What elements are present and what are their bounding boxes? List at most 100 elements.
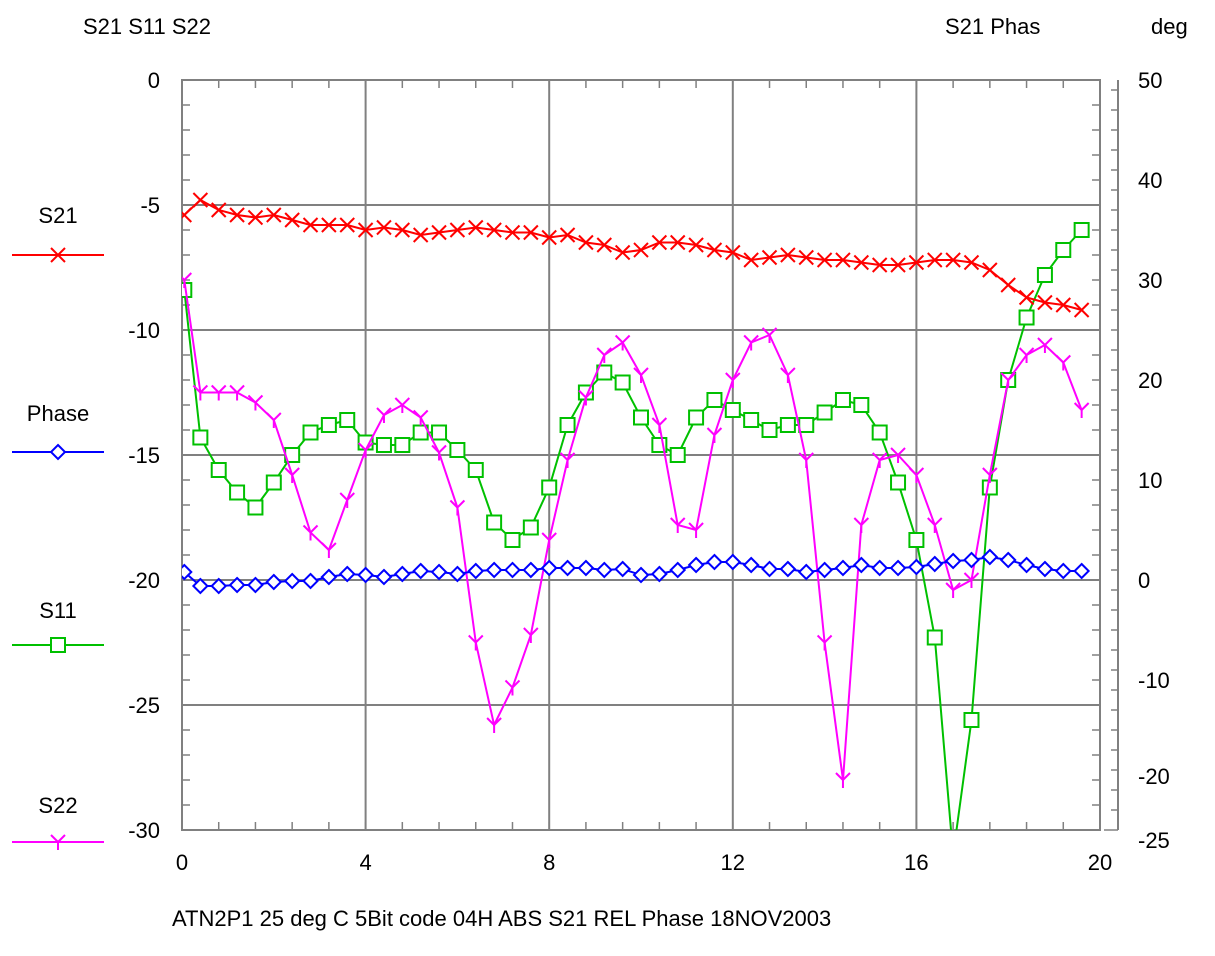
point-s21 (614, 244, 631, 261)
point-phase (577, 559, 595, 577)
left-y-tick-label: -15 (128, 443, 160, 468)
point-phase (210, 577, 228, 595)
point-phase (797, 563, 815, 581)
point-s22 (523, 627, 539, 643)
point-s21 (761, 249, 778, 266)
point-phase (816, 561, 834, 579)
left-y-tick-label: -5 (140, 193, 160, 218)
point-s11 (871, 424, 888, 441)
point-s21 (559, 227, 576, 243)
footer-caption: ATN2P1 25 deg C 5Bit code 04H ABS S21 RE… (172, 906, 832, 931)
point-phase (614, 560, 632, 578)
point-phase (302, 572, 319, 590)
point-s22 (890, 447, 906, 463)
point-s22 (853, 517, 870, 533)
point-s11 (798, 417, 815, 433)
right-axis (1104, 80, 1119, 831)
point-phase (412, 562, 430, 580)
point-s22 (266, 412, 282, 428)
point-s11 (320, 417, 337, 433)
point-s11 (853, 397, 870, 413)
point-s21 (412, 227, 429, 243)
point-s11 (706, 392, 723, 408)
point-s11 (522, 519, 539, 536)
point-phase (338, 565, 356, 583)
point-s22 (302, 524, 319, 541)
right-y-tick-label: -25 (1138, 828, 1170, 853)
point-s22 (908, 467, 925, 483)
point-s21 (945, 252, 961, 268)
point-s11 (1036, 267, 1053, 283)
point-s22 (798, 452, 814, 468)
point-s11 (486, 514, 503, 531)
point-s21 (394, 222, 411, 238)
point-s21 (816, 252, 833, 268)
point-phase (559, 559, 576, 577)
legend-item-s11: S11 (12, 598, 104, 653)
point-s21 (229, 207, 245, 223)
point-s22 (651, 417, 668, 433)
point-s11 (614, 374, 631, 391)
point-s21 (339, 217, 355, 233)
point-s11 (467, 462, 484, 478)
legend-marker-s22 (50, 834, 66, 850)
legend-label-s11: S11 (39, 598, 77, 623)
point-s22 (780, 367, 796, 383)
point-s21 (871, 257, 888, 273)
point-s22 (357, 442, 374, 458)
left-y-tick-label: 0 (148, 68, 160, 93)
point-phase (504, 561, 521, 579)
point-phase (779, 560, 797, 578)
right-y-tick-label: 50 (1138, 68, 1162, 93)
point-s21 (963, 254, 980, 271)
point-phase (706, 553, 723, 571)
point-phase (871, 559, 889, 577)
point-s21 (651, 234, 668, 251)
point-s22 (247, 394, 264, 411)
point-s11 (375, 437, 392, 453)
point-s11 (816, 404, 833, 421)
point-s22 (963, 572, 980, 588)
right-y-tick-label: -10 (1138, 668, 1170, 693)
point-s21 (247, 209, 264, 226)
point-s22 (578, 389, 594, 406)
point-s22 (706, 427, 723, 443)
point-s11 (834, 392, 851, 408)
point-s11 (192, 429, 209, 446)
grid-lines (182, 80, 1100, 830)
point-phase (485, 561, 503, 579)
point-s21 (670, 234, 686, 251)
series-line-s22 (183, 279, 1083, 781)
right-y-tick-label: 30 (1138, 268, 1162, 293)
point-s11 (688, 409, 705, 426)
x-tick-label: 16 (904, 850, 928, 875)
point-s21 (780, 247, 796, 263)
point-phase (834, 559, 852, 577)
point-phase (430, 563, 448, 581)
point-s11 (963, 712, 980, 728)
point-s21 (357, 222, 374, 238)
point-s21 (468, 219, 484, 236)
point-s21 (1073, 302, 1090, 318)
point-s21 (927, 252, 943, 268)
x-tick-label: 4 (359, 850, 371, 875)
point-phase (1036, 560, 1054, 578)
right-y-tick-label: 0 (1138, 568, 1150, 593)
left-y-tick-label: -10 (128, 318, 160, 343)
point-s21 (743, 252, 759, 268)
point-s22 (192, 384, 209, 401)
point-s21 (890, 257, 906, 273)
point-s21 (486, 222, 502, 238)
point-s22 (321, 542, 337, 558)
point-s22 (1037, 337, 1053, 353)
point-phase (1073, 562, 1091, 580)
point-s11 (265, 474, 282, 491)
point-s21 (523, 224, 539, 241)
point-s22 (816, 634, 833, 651)
point-s11 (247, 499, 264, 516)
point-s11 (394, 437, 411, 453)
point-phase (669, 561, 687, 579)
left-y-tick-label: -20 (128, 568, 160, 593)
point-s21 (853, 254, 870, 271)
